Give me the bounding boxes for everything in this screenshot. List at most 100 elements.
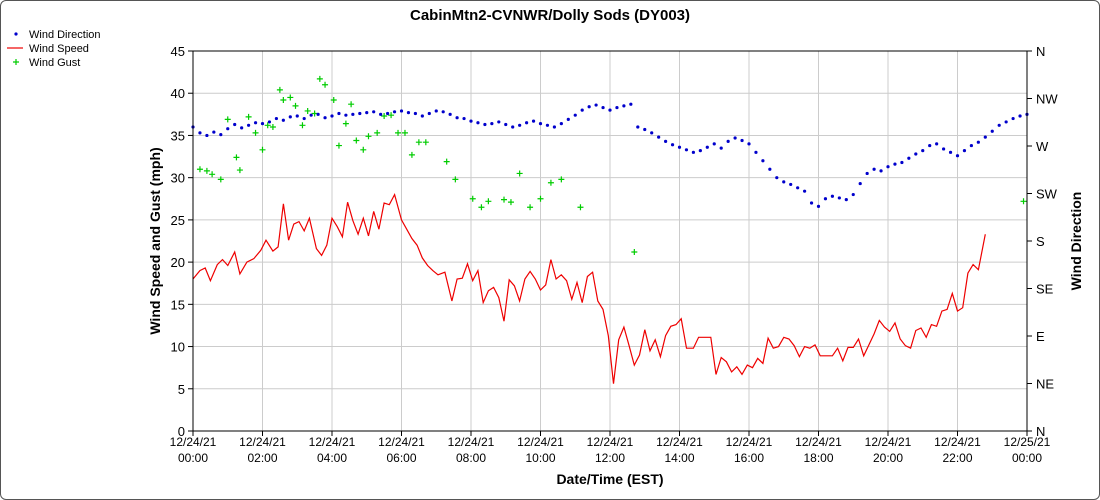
wind-direction-point bbox=[587, 105, 591, 109]
wind-gust-point bbox=[342, 120, 349, 127]
wind-direction-point bbox=[670, 143, 675, 147]
wind-direction-point bbox=[525, 121, 529, 125]
wind-gust-point bbox=[516, 170, 523, 177]
wind-direction-point bbox=[518, 123, 522, 127]
wind-direction-point bbox=[768, 167, 772, 171]
wind-direction-point bbox=[851, 192, 855, 197]
y2-tick-label: SE bbox=[1036, 282, 1054, 297]
wind-direction-point bbox=[629, 102, 633, 106]
wind-direction-point bbox=[775, 176, 779, 180]
gridlines bbox=[192, 50, 1028, 432]
wind-direction-point bbox=[399, 109, 404, 113]
wind-gust-point bbox=[577, 204, 584, 211]
wind-direction-point bbox=[580, 108, 584, 112]
wind-gust-point bbox=[365, 133, 372, 140]
wind-direction-point bbox=[330, 114, 334, 118]
wind-direction-point bbox=[976, 140, 980, 144]
wind-gust-point bbox=[547, 179, 554, 186]
wind-gust-point bbox=[287, 94, 294, 101]
wind-direction-point bbox=[497, 120, 501, 124]
wind-direction-point bbox=[358, 111, 362, 116]
wind-direction-point bbox=[935, 142, 939, 146]
wind-direction-point bbox=[664, 139, 668, 143]
y2-tick-label: NE bbox=[1036, 377, 1054, 392]
wind-direction-point bbox=[247, 123, 251, 127]
wind-direction-point bbox=[907, 156, 911, 160]
wind-direction-point bbox=[1018, 114, 1022, 118]
y2-tick-label: S bbox=[1036, 234, 1045, 249]
wind-direction-point bbox=[253, 121, 258, 125]
wind-direction-point bbox=[650, 131, 654, 135]
wind-gust-point bbox=[443, 158, 450, 165]
wind-direction-point bbox=[198, 131, 202, 135]
wind-direction-point bbox=[559, 122, 563, 126]
wind-direction-point bbox=[997, 123, 1001, 127]
legend-label: Wind Speed bbox=[29, 43, 89, 55]
y-axis-title: Wind Speed and Gust (mph) bbox=[147, 147, 163, 334]
wind-direction-point bbox=[233, 122, 237, 127]
wind-direction-point bbox=[226, 127, 230, 131]
wind-gust-point bbox=[395, 129, 402, 136]
wind-gust-point bbox=[408, 151, 415, 158]
wind-direction-point bbox=[462, 116, 466, 121]
y-tick-label: 25 bbox=[171, 213, 185, 228]
right-axis-ticks: N NE E SE S SW W NW N bbox=[1027, 44, 1058, 439]
wind-direction-point bbox=[406, 111, 411, 115]
wind-direction-point bbox=[240, 126, 244, 130]
y2-tick-label: E bbox=[1036, 329, 1045, 344]
wind-gust-point bbox=[422, 139, 429, 146]
wind-direction-point bbox=[948, 150, 953, 154]
y2-tick-label: W bbox=[1036, 139, 1049, 154]
wind-gust-point bbox=[209, 171, 216, 178]
x-tick-time: 06:00 bbox=[386, 451, 416, 465]
wind-gust-point bbox=[348, 101, 355, 108]
x-tick-date: 12/24/21 bbox=[587, 435, 634, 449]
x-axis-title: Date/Time (EST) bbox=[556, 471, 663, 487]
wind-direction-point bbox=[545, 123, 550, 127]
wind-direction-point bbox=[705, 145, 709, 149]
wind-direction-point bbox=[726, 139, 730, 143]
wind-gust-point bbox=[374, 129, 381, 136]
y-tick-label: 20 bbox=[171, 255, 185, 270]
wind-direction-point bbox=[657, 135, 661, 139]
wind-direction-point bbox=[351, 112, 355, 116]
wind-direction-point bbox=[942, 147, 946, 151]
wind-gust-point bbox=[478, 204, 485, 211]
wind-gust-point bbox=[631, 248, 638, 255]
wind-gust-point bbox=[469, 195, 476, 202]
wind-direction-point bbox=[782, 180, 786, 184]
x-axis-ticks: 12/24/21 00:00 12/24/21 02:00 12/24/21 04:00 1… bbox=[170, 431, 1051, 465]
wind-direction-point bbox=[962, 149, 967, 153]
wind-direction-point bbox=[212, 130, 216, 134]
wind-direction-point bbox=[830, 194, 835, 198]
x-tick-time: 10:00 bbox=[525, 451, 555, 465]
wind-direction-point bbox=[677, 145, 682, 149]
wind-gust-point bbox=[264, 122, 271, 129]
y-tick-label: 0 bbox=[178, 424, 185, 439]
x-tick-time: 04:00 bbox=[317, 451, 347, 465]
y-tick-label: 30 bbox=[171, 171, 185, 186]
wind-direction-point bbox=[281, 118, 285, 122]
wind-direction-point bbox=[490, 122, 494, 126]
wind-gust-point bbox=[415, 139, 422, 146]
x-tick-date: 12/24/21 bbox=[448, 435, 495, 449]
x-tick-date: 12/24/21 bbox=[934, 435, 981, 449]
wind-gust-point bbox=[196, 166, 203, 173]
x-tick-date: 12/24/21 bbox=[656, 435, 703, 449]
y-tick-label: 40 bbox=[171, 86, 185, 101]
wind-direction-point bbox=[504, 122, 508, 127]
wind-gust-point bbox=[507, 199, 514, 206]
legend-label: Wind Gust bbox=[29, 57, 80, 69]
wind-direction-point bbox=[469, 119, 473, 123]
wind-direction-point bbox=[733, 136, 737, 140]
wind-direction-point bbox=[302, 116, 306, 121]
chart-title: CabinMtn2-CVNWR/Dolly Sods (DY003) bbox=[410, 7, 690, 24]
wind-gust-point bbox=[537, 195, 544, 202]
wind-direction-point bbox=[1004, 120, 1008, 124]
wind-direction-point bbox=[337, 111, 341, 116]
y2-tick-label: N bbox=[1036, 424, 1045, 439]
wind-direction-point bbox=[441, 110, 445, 114]
wind-direction-point bbox=[392, 110, 397, 114]
